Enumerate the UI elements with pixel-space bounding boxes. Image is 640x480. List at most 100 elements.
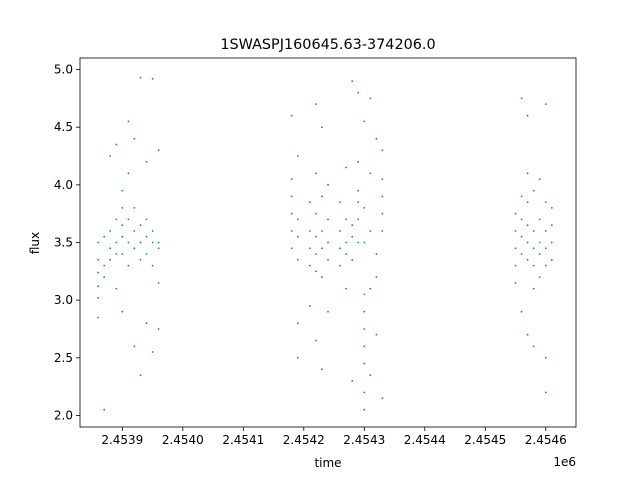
data-point (363, 120, 366, 123)
data-point (357, 201, 360, 204)
data-point (381, 212, 384, 215)
data-point (321, 195, 323, 198)
data-point (369, 172, 372, 175)
data-point (351, 80, 354, 82)
data-point (514, 212, 517, 215)
data-point (550, 207, 553, 209)
data-point (532, 230, 535, 232)
data-point (544, 356, 547, 359)
data-point (296, 258, 299, 261)
data-point (139, 374, 142, 376)
data-point (103, 276, 106, 278)
data-point (538, 218, 541, 221)
data-point (532, 247, 535, 250)
data-point (97, 271, 99, 274)
data-point (520, 97, 523, 100)
data-point (550, 258, 553, 261)
data-point (544, 391, 547, 394)
data-point (133, 230, 136, 232)
data-point (133, 137, 136, 140)
data-point (115, 287, 118, 290)
x-tick-label: 2.4542 (283, 433, 325, 447)
data-point (369, 97, 372, 100)
data-point (309, 201, 311, 204)
x-tick-label: 2.4539 (101, 433, 143, 447)
data-point (514, 247, 517, 250)
data-point (97, 316, 99, 319)
data-point (115, 253, 118, 255)
data-point (351, 235, 354, 238)
data-point (339, 247, 341, 250)
data-point (103, 235, 106, 238)
data-point (157, 328, 160, 330)
data-point (296, 322, 299, 325)
data-point (369, 287, 372, 290)
data-point (97, 241, 99, 244)
y-tick-label: 3.0 (54, 293, 73, 307)
data-point (544, 201, 547, 204)
data-point (157, 241, 160, 244)
data-point (321, 126, 323, 129)
data-point (133, 207, 136, 209)
data-point (309, 247, 311, 250)
data-point (296, 218, 299, 221)
data-point (139, 224, 142, 227)
data-point (345, 166, 347, 169)
y-tick-label: 3.5 (54, 236, 73, 250)
data-point (532, 287, 535, 290)
x-tick-label: 2.4544 (404, 433, 446, 447)
y-tick-label: 2.0 (54, 408, 73, 422)
data-point (151, 241, 154, 244)
data-point (315, 212, 317, 215)
data-point (538, 178, 541, 181)
data-point (115, 143, 118, 146)
y-tick-label: 2.5 (54, 351, 73, 365)
data-point (121, 253, 124, 255)
data-point (544, 264, 547, 267)
x-tick-label: 2.4545 (464, 433, 506, 447)
data-point (345, 287, 347, 290)
data-point (315, 103, 317, 105)
data-point (339, 201, 341, 204)
data-point (109, 247, 112, 250)
data-point (363, 362, 366, 365)
data-point (327, 218, 329, 221)
data-point (520, 235, 523, 238)
data-point (97, 296, 99, 299)
chart-title: 1SWASPJ160645.63-374206.0 (220, 37, 435, 53)
data-point (327, 258, 329, 261)
data-point (127, 241, 130, 244)
data-point (339, 264, 341, 267)
data-point (526, 333, 529, 336)
data-point (363, 310, 366, 313)
y-tick-label: 4.5 (54, 120, 73, 134)
data-point (296, 356, 299, 359)
data-point (532, 345, 535, 348)
data-point (526, 258, 529, 261)
data-point (526, 224, 529, 227)
data-point (363, 391, 366, 394)
data-point (145, 235, 148, 238)
data-point (315, 235, 317, 238)
data-point (121, 189, 124, 192)
data-point (97, 285, 99, 288)
data-point (290, 178, 293, 181)
data-point (526, 172, 529, 175)
data-point (151, 230, 154, 232)
data-point (538, 253, 541, 255)
x-tick-label: 2.4541 (222, 433, 264, 447)
data-point (381, 397, 384, 400)
data-point (309, 264, 311, 267)
data-point (115, 241, 118, 244)
data-point (145, 253, 148, 255)
data-point (327, 310, 329, 313)
data-point (290, 114, 293, 117)
data-point (345, 253, 347, 255)
data-point (357, 91, 360, 94)
data-point (532, 264, 535, 267)
data-point (339, 230, 341, 232)
data-point (139, 241, 142, 244)
data-point (296, 235, 299, 238)
